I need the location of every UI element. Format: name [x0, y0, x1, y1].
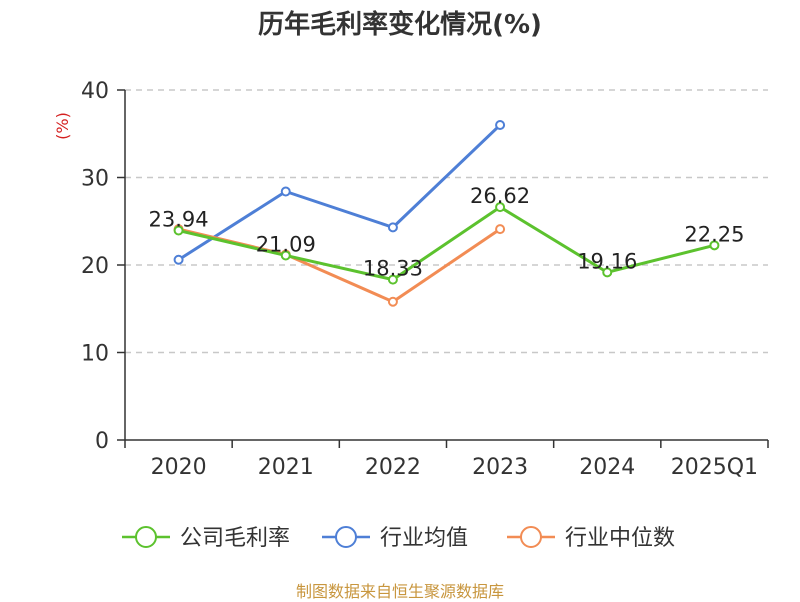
data-labels: 23.94 21.09 18.33 26.62 19.16 22.25 [149, 184, 745, 281]
y-tick-label: 0 [95, 429, 109, 454]
y-tick-label: 10 [81, 342, 109, 367]
x-tick-label: 2020 [151, 455, 207, 480]
data-point[interactable] [173, 254, 184, 265]
y-tick-label: 40 [81, 79, 109, 104]
legend[interactable]: 公司毛利率 行业均值 行业中位数 [122, 526, 675, 551]
legend-marker [335, 526, 357, 548]
data-point[interactable] [709, 240, 720, 251]
data-point[interactable] [173, 225, 184, 236]
data-label: 26.62 [470, 184, 530, 208]
series-1 [173, 120, 506, 265]
x-tick-label: 2021 [258, 455, 314, 480]
data-point[interactable] [495, 202, 506, 213]
data-point[interactable] [387, 274, 398, 285]
y-axis-label: (%) [53, 112, 72, 140]
series-line [177, 123, 502, 262]
grid-lines [125, 89, 768, 354]
x-tick-label: 2025Q1 [671, 455, 758, 480]
legend-marker [135, 526, 157, 548]
data-point[interactable] [495, 224, 506, 235]
y-tick-label: 30 [81, 167, 109, 192]
x-tick-label: 2023 [472, 455, 528, 480]
data-point[interactable] [387, 222, 398, 233]
series-lines [173, 120, 720, 307]
data-point[interactable] [495, 120, 506, 130]
data-point[interactable] [387, 296, 398, 307]
data-label: 22.25 [684, 222, 744, 246]
data-label: 19.16 [577, 249, 637, 273]
legend-item[interactable]: 公司毛利率 [122, 526, 290, 551]
x-tick-label: 2022 [365, 455, 421, 480]
legend-item[interactable]: 行业中位数 [507, 526, 675, 551]
legend-label: 行业均值 [380, 526, 468, 551]
series-line [178, 205, 715, 282]
legend-item[interactable]: 行业均值 [322, 526, 468, 551]
y-tick-label: 20 [81, 254, 109, 279]
x-tick-label: 2024 [579, 455, 635, 480]
data-label: 23.94 [149, 208, 209, 232]
data-label: 18.33 [363, 257, 423, 281]
data-point[interactable] [602, 267, 613, 278]
legend-marker [520, 526, 542, 548]
legend-label: 公司毛利率 [180, 526, 290, 551]
axes: 0 10 20 30 40 2020 2021 2022 2023 2024 2025Q1 [81, 79, 769, 480]
chart-title: 历年毛利率变化情况(%) [258, 10, 542, 40]
series-0 [173, 202, 720, 285]
data-label: 21.09 [256, 232, 316, 256]
data-point[interactable] [280, 186, 291, 197]
data-point[interactable] [280, 250, 291, 261]
legend-label: 行业中位数 [565, 526, 675, 551]
source-note: 制图数据来自恒生聚源数据库 [295, 582, 504, 601]
